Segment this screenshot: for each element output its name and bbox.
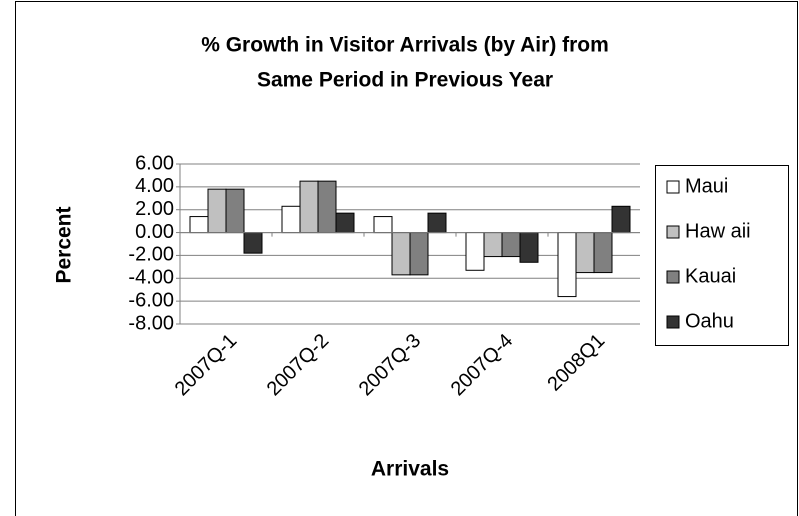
bar xyxy=(335,212,355,234)
bar xyxy=(281,205,301,234)
bar xyxy=(483,232,503,258)
bar xyxy=(465,232,485,271)
bar xyxy=(409,232,429,276)
x-tick-label: 2007Q-1 xyxy=(171,330,242,401)
bar xyxy=(427,212,447,234)
bar xyxy=(189,216,209,234)
x-tick-label: 2008Q1 xyxy=(543,330,609,396)
bar xyxy=(225,188,245,234)
bar xyxy=(501,232,521,258)
y-tick-label: 0.00 xyxy=(135,221,174,243)
y-tick-label: 4.00 xyxy=(135,175,174,197)
legend-swatch xyxy=(666,180,680,194)
y-tick-label: 2.00 xyxy=(135,198,174,220)
y-tick-label: 6.00 xyxy=(135,152,174,174)
bar xyxy=(519,232,539,263)
y-tick-label: -8.00 xyxy=(128,312,174,334)
legend-swatch xyxy=(666,315,680,329)
bar xyxy=(317,180,337,234)
chart-title: % Growth in Visitor Arrivals (by Air) fr… xyxy=(201,34,609,57)
bar xyxy=(611,205,631,234)
y-tick-label: -6.00 xyxy=(128,289,174,311)
legend-label: Oahu xyxy=(685,310,734,332)
bar xyxy=(575,232,595,274)
x-tick-label: 2007Q-3 xyxy=(355,330,426,401)
bar xyxy=(243,232,263,254)
x-tick-label: 2007Q-2 xyxy=(263,330,334,401)
x-tick-label: 2007Q-4 xyxy=(447,330,518,401)
y-tick-label: -2.00 xyxy=(128,244,174,266)
chart-frame xyxy=(15,1,798,516)
legend-label: Haw aii xyxy=(685,220,751,242)
bar xyxy=(373,216,393,234)
bar xyxy=(299,180,319,234)
y-axis-title: Percent xyxy=(53,206,76,283)
legend-label: Maui xyxy=(685,175,728,197)
bar xyxy=(207,188,227,234)
legend-swatch xyxy=(666,225,680,239)
bar xyxy=(557,232,577,298)
bar xyxy=(593,232,613,274)
legend-label: Kauai xyxy=(685,265,736,287)
x-axis-title: Arrivals xyxy=(371,458,449,481)
y-tick-label: -4.00 xyxy=(128,267,174,289)
chart-title: Same Period in Previous Year xyxy=(257,69,553,92)
legend-swatch xyxy=(666,270,680,284)
bar xyxy=(391,232,411,276)
